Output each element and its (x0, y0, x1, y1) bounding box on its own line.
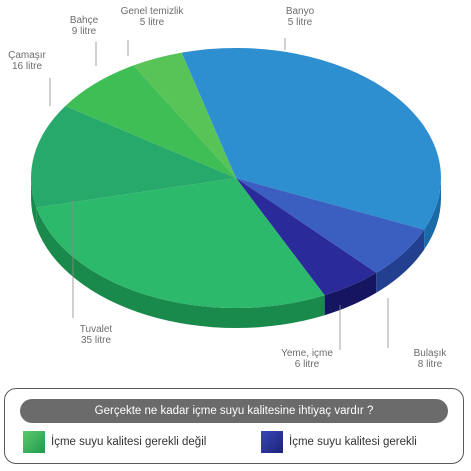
slice-value-banyo: 5 litre (288, 17, 313, 28)
pie-side-tuvalet (36, 207, 325, 329)
pie-side-bulasik (376, 229, 425, 293)
pie-slice-camasir (30, 105, 236, 208)
legend-swatch-blue (261, 431, 283, 453)
pie-side-camasir (31, 178, 37, 228)
slice-value-yeme-icme: 6 litre (295, 359, 320, 370)
slice-label-bahce: Bahçe (70, 15, 99, 26)
slice-label-camasir: Çamaşır (8, 50, 46, 61)
slice-label-genel-temizlik: Genel temizlik (121, 6, 185, 17)
legend-title: Gerçekte ne kadar içme suyu kalitesine i… (20, 399, 448, 423)
pie-sides (31, 178, 441, 329)
slice-value-camasir: 16 litre (12, 61, 42, 72)
pie-side-yeme-icme (324, 272, 377, 316)
legend-swatch-green (23, 431, 45, 453)
pie-side-banyo (424, 178, 441, 250)
slice-value-bulasik: 8 litre (418, 359, 443, 370)
pie-slices (30, 47, 442, 308)
slice-value-bahce: 9 litre (72, 26, 97, 37)
pie-slice-bulasik (236, 178, 425, 273)
legend-item-required: İçme suyu kalitesi gerekli (261, 431, 417, 453)
slice-label-yeme-icme: Yeme, içme (281, 348, 333, 359)
legend-label-required: İçme suyu kalitesi gerekli (289, 436, 417, 448)
slice-value-tuvalet: 35 litre (81, 335, 111, 346)
slice-label-bulasik: Bulaşık (414, 348, 448, 359)
slice-value-genel-temizlik: 5 litre (140, 17, 165, 28)
legend: Gerçekte ne kadar içme suyu kalitesine i… (4, 388, 464, 464)
slice-label-tuvalet: Tuvalet (80, 324, 113, 335)
pie-slice-genel-temizlik (133, 52, 236, 178)
pie-slice-tuvalet (36, 178, 325, 308)
pie-slice-bahce (65, 65, 237, 178)
legend-label-not-required: İçme suyu kalitesi gerekli değil (51, 436, 207, 448)
pie-slice-banyo (181, 47, 442, 230)
slice-label-banyo: Banyo (286, 6, 315, 17)
pie-slice-yeme-icme (236, 178, 377, 296)
legend-item-not-required: İçme suyu kalitesi gerekli değil (23, 431, 206, 453)
